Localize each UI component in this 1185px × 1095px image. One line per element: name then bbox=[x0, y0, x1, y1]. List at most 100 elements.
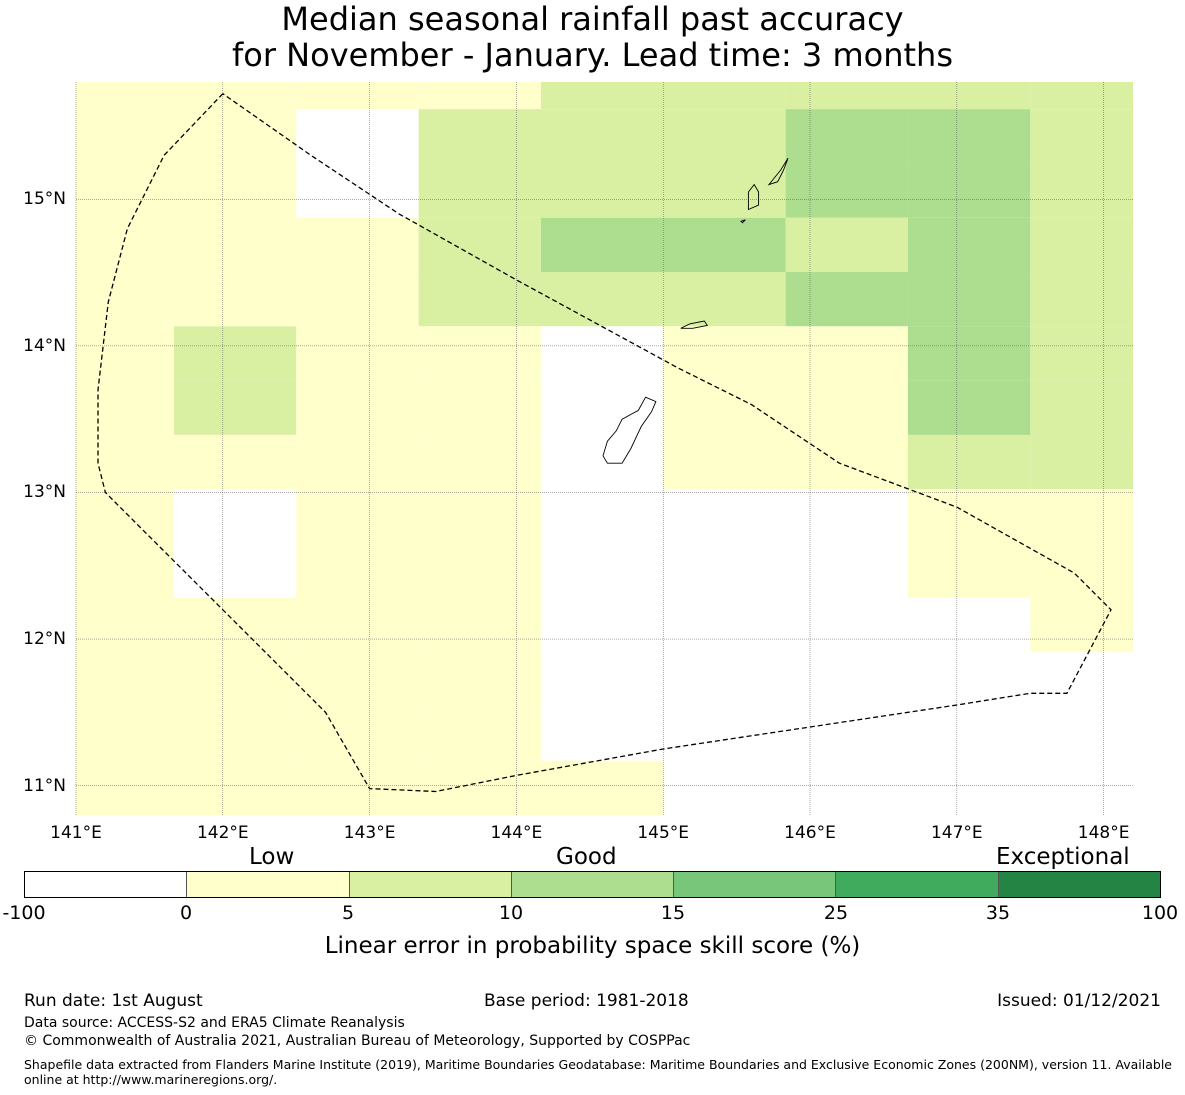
skill-cell bbox=[296, 272, 419, 327]
longitude-tick-label: 147°E bbox=[930, 823, 983, 843]
skill-cell bbox=[296, 760, 419, 815]
skill-cell bbox=[418, 434, 541, 490]
skill-cell bbox=[663, 652, 786, 707]
copyright: © Commonwealth of Australia 2021, Austra… bbox=[24, 1033, 691, 1049]
skill-cell bbox=[907, 82, 1031, 110]
skill-cell bbox=[1030, 272, 1133, 327]
longitude-tick-label: 142°E bbox=[196, 823, 249, 843]
skill-cell bbox=[907, 706, 1031, 761]
colorbar bbox=[24, 871, 1161, 898]
skill-cell bbox=[1030, 163, 1133, 218]
latitude-tick-label: 11°N bbox=[23, 775, 66, 796]
skill-cell bbox=[540, 706, 664, 761]
skill-cell bbox=[173, 706, 297, 761]
skill-cell bbox=[296, 82, 419, 110]
shapefile-note: Shapefile data extracted from Flanders M… bbox=[24, 1057, 1172, 1087]
skill-cell bbox=[76, 272, 174, 327]
skill-cell bbox=[1030, 380, 1133, 435]
skill-cell bbox=[418, 706, 541, 761]
skill-cell bbox=[1030, 434, 1133, 490]
skill-cell bbox=[76, 652, 174, 707]
skill-cell bbox=[907, 597, 1031, 653]
skill-cells bbox=[76, 82, 1133, 815]
skill-cell bbox=[296, 434, 419, 490]
longitude-tick-label: 146°E bbox=[784, 823, 836, 843]
skill-cell bbox=[785, 82, 908, 110]
skill-cell bbox=[907, 380, 1031, 435]
skill-cell bbox=[418, 109, 541, 164]
skill-cell bbox=[418, 163, 541, 218]
skill-cell bbox=[540, 380, 664, 435]
skill-cell bbox=[1030, 706, 1133, 761]
skill-cell bbox=[173, 597, 297, 653]
skill-cell bbox=[1030, 82, 1133, 110]
skill-cell bbox=[296, 706, 419, 761]
skill-cell bbox=[76, 706, 174, 761]
skill-cell bbox=[173, 380, 297, 435]
skill-cell bbox=[1030, 760, 1133, 815]
skill-cell bbox=[907, 760, 1031, 815]
skill-cell bbox=[907, 163, 1031, 218]
skill-cell bbox=[1030, 652, 1133, 707]
skill-cell bbox=[663, 380, 786, 435]
skill-cell bbox=[418, 652, 541, 707]
skill-cell bbox=[76, 543, 174, 598]
colorbar-category-low: Low bbox=[249, 844, 295, 870]
skill-cell bbox=[76, 326, 174, 381]
skill-cell bbox=[540, 109, 664, 164]
island-outline bbox=[767, 157, 789, 186]
skill-cell bbox=[296, 543, 419, 598]
skill-cell bbox=[173, 82, 297, 110]
skill-cell bbox=[418, 272, 541, 327]
colorbar-segment-1 bbox=[187, 872, 350, 897]
skill-cell bbox=[1030, 489, 1133, 544]
skill-cell bbox=[540, 543, 664, 598]
skill-cell bbox=[785, 434, 908, 490]
skill-cell bbox=[418, 82, 541, 110]
skill-cell bbox=[418, 326, 541, 381]
colorbar-tick: 100 bbox=[1141, 902, 1179, 924]
skill-cell bbox=[785, 163, 908, 218]
skill-map bbox=[75, 82, 1133, 815]
skill-cell bbox=[173, 652, 297, 707]
skill-cell bbox=[173, 434, 297, 490]
skill-cell bbox=[1030, 597, 1133, 653]
skill-cell bbox=[418, 489, 541, 544]
issued-date: Issued: 01/12/2021 bbox=[997, 991, 1161, 1011]
skill-cell bbox=[540, 652, 664, 707]
colorbar-segment-4 bbox=[674, 872, 837, 897]
skill-cell bbox=[785, 380, 908, 435]
skill-cell bbox=[540, 326, 664, 381]
skill-cell bbox=[76, 163, 174, 218]
island-outline bbox=[747, 183, 760, 211]
skill-cell bbox=[76, 82, 174, 110]
skill-cell bbox=[907, 217, 1031, 273]
skill-cell bbox=[785, 489, 908, 544]
skill-cell bbox=[173, 163, 297, 218]
skill-cell bbox=[76, 380, 174, 435]
skill-cell bbox=[1030, 543, 1133, 598]
skill-cell bbox=[663, 82, 786, 110]
colorbar-category-exceptional: Exceptional bbox=[996, 844, 1130, 870]
skill-cell bbox=[785, 326, 908, 381]
skill-cell bbox=[296, 109, 419, 164]
colorbar-tick: -100 bbox=[2, 902, 46, 924]
skill-cell bbox=[540, 217, 664, 273]
skill-cell bbox=[418, 217, 541, 273]
colorbar-tick: 0 bbox=[179, 902, 193, 924]
base-period: Base period: 1981-2018 bbox=[484, 991, 689, 1011]
skill-cell bbox=[907, 543, 1031, 598]
colorbar-label: Linear error in probability space skill … bbox=[324, 933, 861, 959]
skill-cell bbox=[663, 326, 786, 381]
skill-cell bbox=[663, 597, 786, 653]
skill-cell bbox=[785, 706, 908, 761]
data-source: Data source: ACCESS-S2 and ERA5 Climate … bbox=[24, 1015, 405, 1031]
skill-cell bbox=[785, 109, 908, 164]
skill-cell bbox=[785, 652, 908, 707]
eez-boundary bbox=[97, 93, 1112, 793]
colorbar-category-good: Good bbox=[556, 844, 617, 870]
skill-cell bbox=[1030, 326, 1133, 381]
skill-cell bbox=[540, 597, 664, 653]
longitude-tick-label: 141°E bbox=[50, 823, 102, 843]
skill-cell bbox=[296, 326, 419, 381]
